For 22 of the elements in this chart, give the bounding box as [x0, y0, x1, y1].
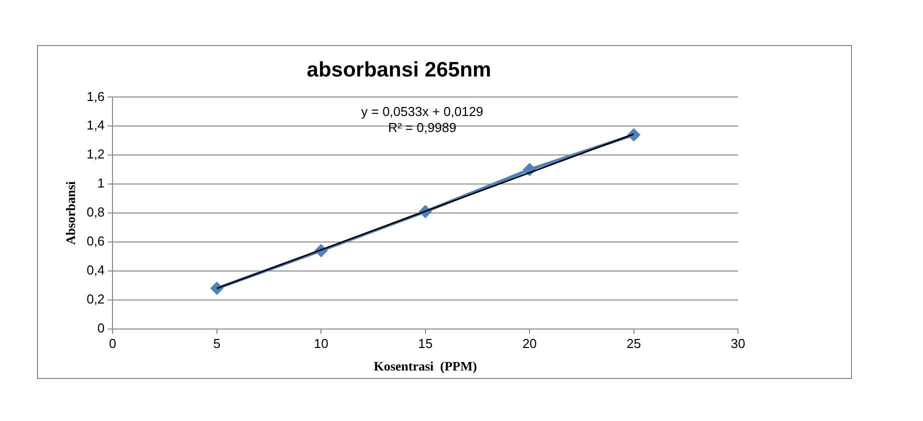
annotation: y = 0,0533x + 0,0129	[361, 104, 484, 119]
y-tick-label: 1	[97, 176, 105, 191]
y-tick-label: 1,4	[86, 118, 105, 133]
chart-title: absorbansi 265nm	[306, 58, 492, 82]
y-tick-label: 0,6	[86, 234, 105, 249]
x-tick-label: 0	[109, 336, 116, 352]
y-tick-label: 1,6	[86, 88, 105, 104]
x-tick-label: 20	[522, 336, 537, 352]
x-tick-label: 5	[213, 336, 221, 352]
y-tick-label: 1,2	[86, 146, 105, 162]
y-axis-title: Absorbansi	[63, 180, 78, 245]
x-tick-label: 15	[418, 336, 433, 352]
y-tick-label: 0,8	[86, 204, 105, 220]
x-tick-label: 30	[730, 336, 746, 352]
y-tick-label: 0,2	[86, 291, 105, 306]
x-tick-label: 25	[626, 336, 642, 352]
y-tick-label: 0,4	[86, 262, 105, 278]
x-axis-title: Kosentrasi (PPM)	[374, 358, 477, 374]
annotation: R² = 0,9989	[388, 120, 456, 135]
x-tick-label: 10	[314, 336, 328, 352]
y-tick-label: 0	[97, 320, 105, 336]
point	[210, 282, 224, 295]
